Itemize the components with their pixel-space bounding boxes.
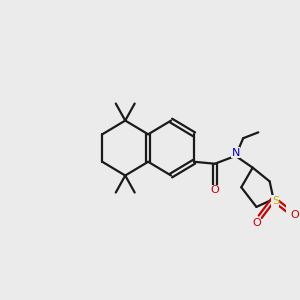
- Text: S: S: [272, 196, 279, 206]
- Text: O: O: [210, 185, 219, 195]
- Text: O: O: [290, 210, 298, 220]
- Text: O: O: [252, 218, 261, 228]
- Text: N: N: [231, 148, 240, 158]
